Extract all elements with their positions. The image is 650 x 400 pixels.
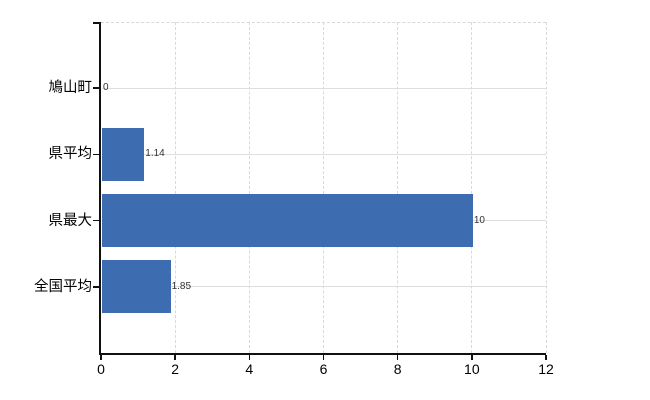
value-label: 10 [473,214,485,226]
bar [102,194,473,248]
category-label: 全国平均 [34,278,92,295]
x-tick [322,354,325,360]
x-tick [471,354,473,360]
x-tick-label: 8 [393,361,402,377]
value-label: 1.85 [171,280,192,292]
gridline-vertical [323,22,324,353]
x-tick-label: 2 [171,361,180,377]
x-tick [396,354,399,360]
bar [102,260,171,314]
gridline-vertical [397,22,399,353]
gridline-vertical [174,22,176,353]
y-tick [93,153,100,156]
y-tick [93,286,100,288]
x-tick [545,354,547,360]
value-label: 0 [103,82,109,94]
value-label: 1.14 [145,148,165,160]
x-tick-label: 10 [464,361,480,377]
x-tick [100,354,102,360]
y-tick [93,219,100,222]
gridline-horizontal [102,87,546,89]
category-label: 鳩山町 [48,80,93,97]
gridline-vertical [471,22,473,353]
gridline-horizontal [102,286,546,288]
y-tick [93,87,100,89]
x-tick-label: 12 [538,361,554,377]
x-tick-label: 0 [97,361,105,377]
category-label: 県平均 [48,146,93,163]
x-tick [174,354,176,360]
x-axis [99,353,546,355]
category-label: 県最大 [48,212,93,229]
y-axis [99,22,101,355]
gridline-vertical [248,22,250,353]
x-tick-label: 4 [245,361,254,377]
gridline-vertical [545,22,547,353]
x-tick [248,354,251,360]
bar [102,127,145,181]
gridline-horizontal [102,153,546,155]
y-axis-end-tick [93,22,100,24]
x-tick-label: 6 [319,361,328,377]
